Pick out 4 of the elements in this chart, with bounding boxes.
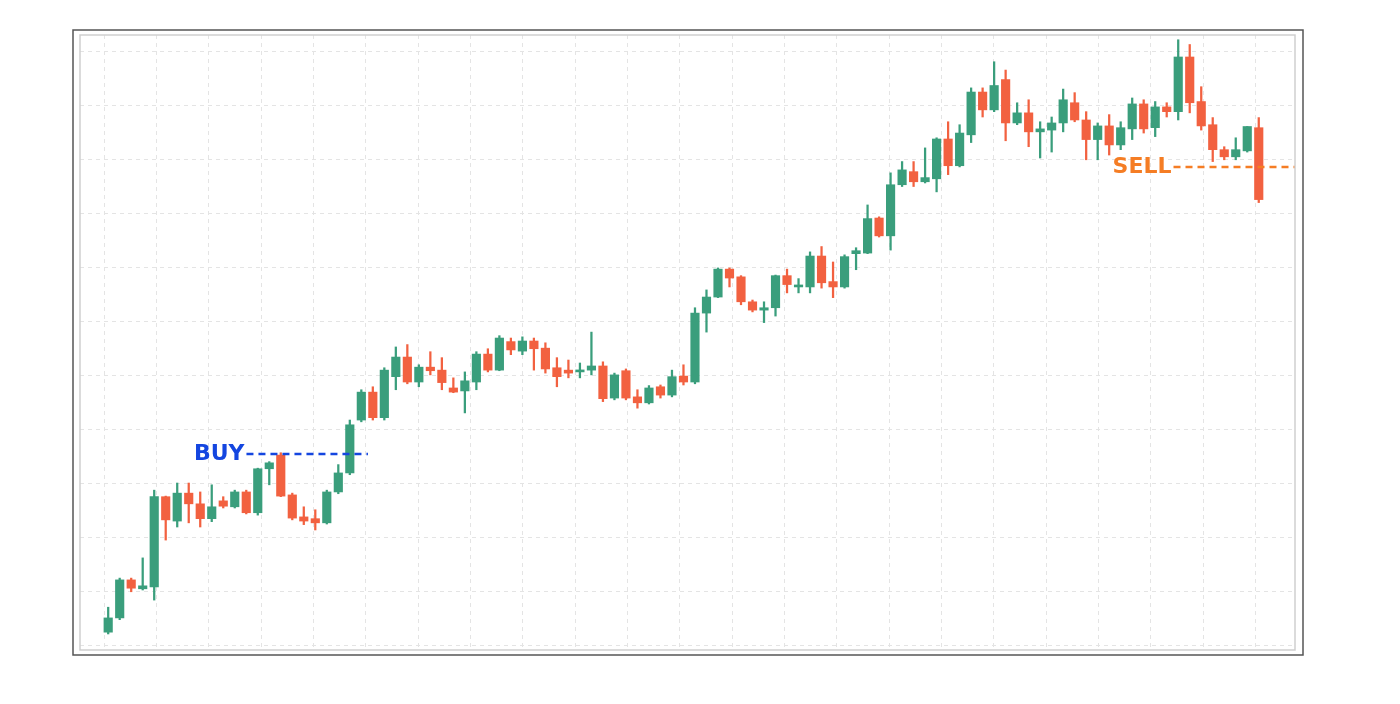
candlestick [678,364,689,386]
ref-line-label: BUY [193,439,246,465]
candlestick [632,389,643,409]
ref-line-label: SELL [1112,152,1172,178]
